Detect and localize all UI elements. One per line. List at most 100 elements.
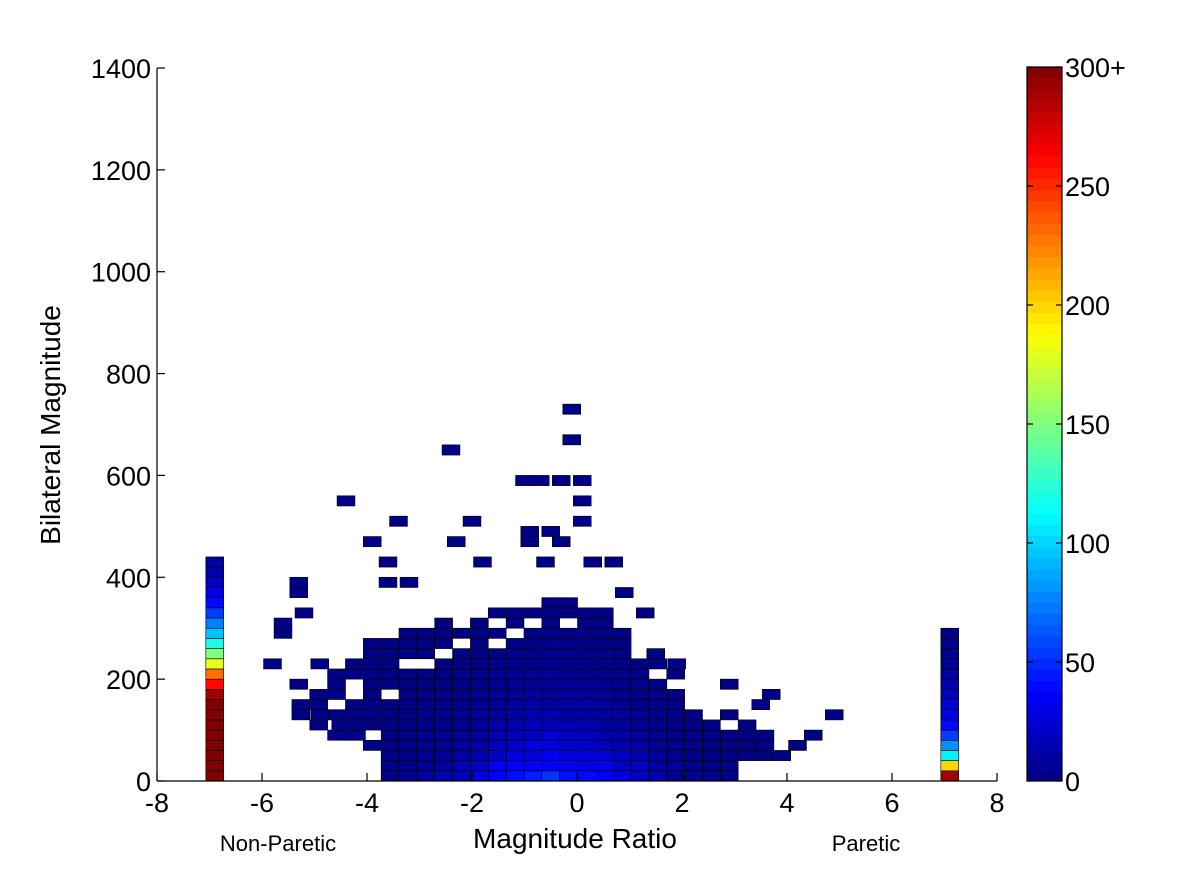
heatmap-bin (559, 658, 578, 670)
heatmap-bin (523, 638, 543, 649)
heatmap-bin (523, 760, 543, 772)
colorbar-segment (1027, 133, 1062, 146)
outlier-bin (399, 576, 419, 588)
heatmap-bin (505, 648, 525, 660)
heatmap-bin (363, 648, 382, 660)
heatmap-bin (363, 699, 382, 710)
heatmap-bin (345, 699, 364, 710)
heatmap-bin (595, 607, 614, 619)
colorbar-tick-label: 300+ (1065, 53, 1126, 83)
heatmap-bin (380, 699, 400, 710)
outlier-bin (389, 515, 408, 527)
heatmap-bin (559, 689, 578, 700)
heatmap-bin (595, 658, 614, 670)
heatmap-bin (470, 658, 489, 670)
heatmap-bin (612, 658, 632, 670)
heatmap-bin (398, 678, 418, 690)
heatmap-bin (666, 760, 685, 772)
colorbar-segment (1027, 624, 1062, 637)
colorbar-segment (1027, 457, 1062, 470)
edge-column-bin (205, 709, 224, 721)
edge-column-bin (940, 709, 959, 721)
heatmap-bin (630, 658, 650, 670)
colorbar-segment (1027, 680, 1062, 693)
outlier-bin (825, 709, 844, 721)
heatmap-bin (630, 699, 650, 710)
edge-column-bin (940, 750, 959, 761)
heatmap-bin (648, 750, 668, 761)
heatmap-bin (487, 739, 507, 751)
heatmap-bin (648, 739, 668, 751)
heatmap-bin (380, 729, 400, 741)
heatmap-bin (505, 739, 525, 751)
heatmap-bin (380, 770, 400, 782)
heatmap-bin (595, 760, 614, 772)
heatmap-bin (612, 739, 632, 751)
edge-column-bin (205, 617, 224, 629)
outlier-bin (378, 576, 398, 588)
heatmap-bin (666, 739, 685, 751)
heatmap-bin (612, 719, 632, 731)
outlier-bin (772, 750, 791, 761)
heatmap-bin (577, 668, 596, 680)
y-tick-label: 0 (136, 767, 151, 797)
edge-column-bin (205, 597, 224, 609)
outlier-bin (363, 536, 382, 548)
colorbar-segment (1027, 234, 1062, 246)
heatmap-bin (612, 689, 632, 700)
heatmap-bin (523, 699, 543, 710)
heatmap-bin (505, 709, 525, 721)
heatmap-bin (327, 668, 346, 680)
heatmap-bin (470, 617, 489, 629)
heatmap-bin (363, 739, 382, 751)
outlier-bin (615, 587, 634, 598)
heatmap-bin (434, 729, 453, 741)
heatmap-bin (434, 678, 453, 690)
heatmap-bin (577, 729, 596, 741)
heatmap-bin (577, 770, 596, 782)
x-tick-label: -8 (145, 788, 169, 818)
heatmap-bin (737, 739, 757, 751)
heatmap-bin (666, 689, 685, 700)
heatmap-bin (487, 750, 507, 761)
y-tick-label: 400 (106, 563, 151, 593)
colorbar-segment (1027, 412, 1062, 425)
heatmap-bin (416, 770, 436, 782)
heatmap-bin (648, 719, 668, 731)
edge-column-bin (940, 689, 959, 700)
heatmap-bin (434, 750, 453, 761)
colorbar-segment (1027, 111, 1062, 124)
heatmap-bin (702, 729, 721, 741)
paretic-label: Paretic (832, 831, 900, 856)
heatmap-bin (541, 627, 560, 639)
heatmap-bin (630, 709, 650, 721)
heatmap-bin (416, 729, 436, 741)
colorbar-segment (1027, 357, 1062, 369)
heatmap-bin (398, 648, 418, 660)
edge-column-bin (205, 556, 224, 568)
heatmap-bin (559, 699, 578, 710)
colorbar-segment (1027, 245, 1062, 258)
heatmap-bin (523, 750, 543, 761)
edge-column-bin (940, 627, 959, 639)
heatmap-bin (595, 627, 614, 639)
heatmap-bin (487, 668, 507, 680)
edge-column-bin (205, 566, 224, 578)
heatmap-bin (577, 739, 596, 751)
outlier-bin (310, 709, 329, 721)
outlier-bin (583, 556, 602, 568)
heatmap-bin (398, 689, 418, 700)
heatmap-bin (470, 668, 489, 680)
heatmap-bin (720, 709, 739, 721)
heatmap-bin (559, 750, 578, 761)
heatmap-bin (363, 638, 382, 649)
heatmap-bin (630, 689, 650, 700)
heatmap-bin (523, 739, 543, 751)
edge-column-bin (205, 719, 224, 731)
outlier-bin (788, 739, 807, 751)
heatmap-bin (452, 719, 471, 731)
heatmap-bin (523, 627, 543, 639)
colorbar-segment (1027, 446, 1062, 458)
heatmap-bin (541, 699, 560, 710)
colorbar-segment (1027, 580, 1062, 592)
